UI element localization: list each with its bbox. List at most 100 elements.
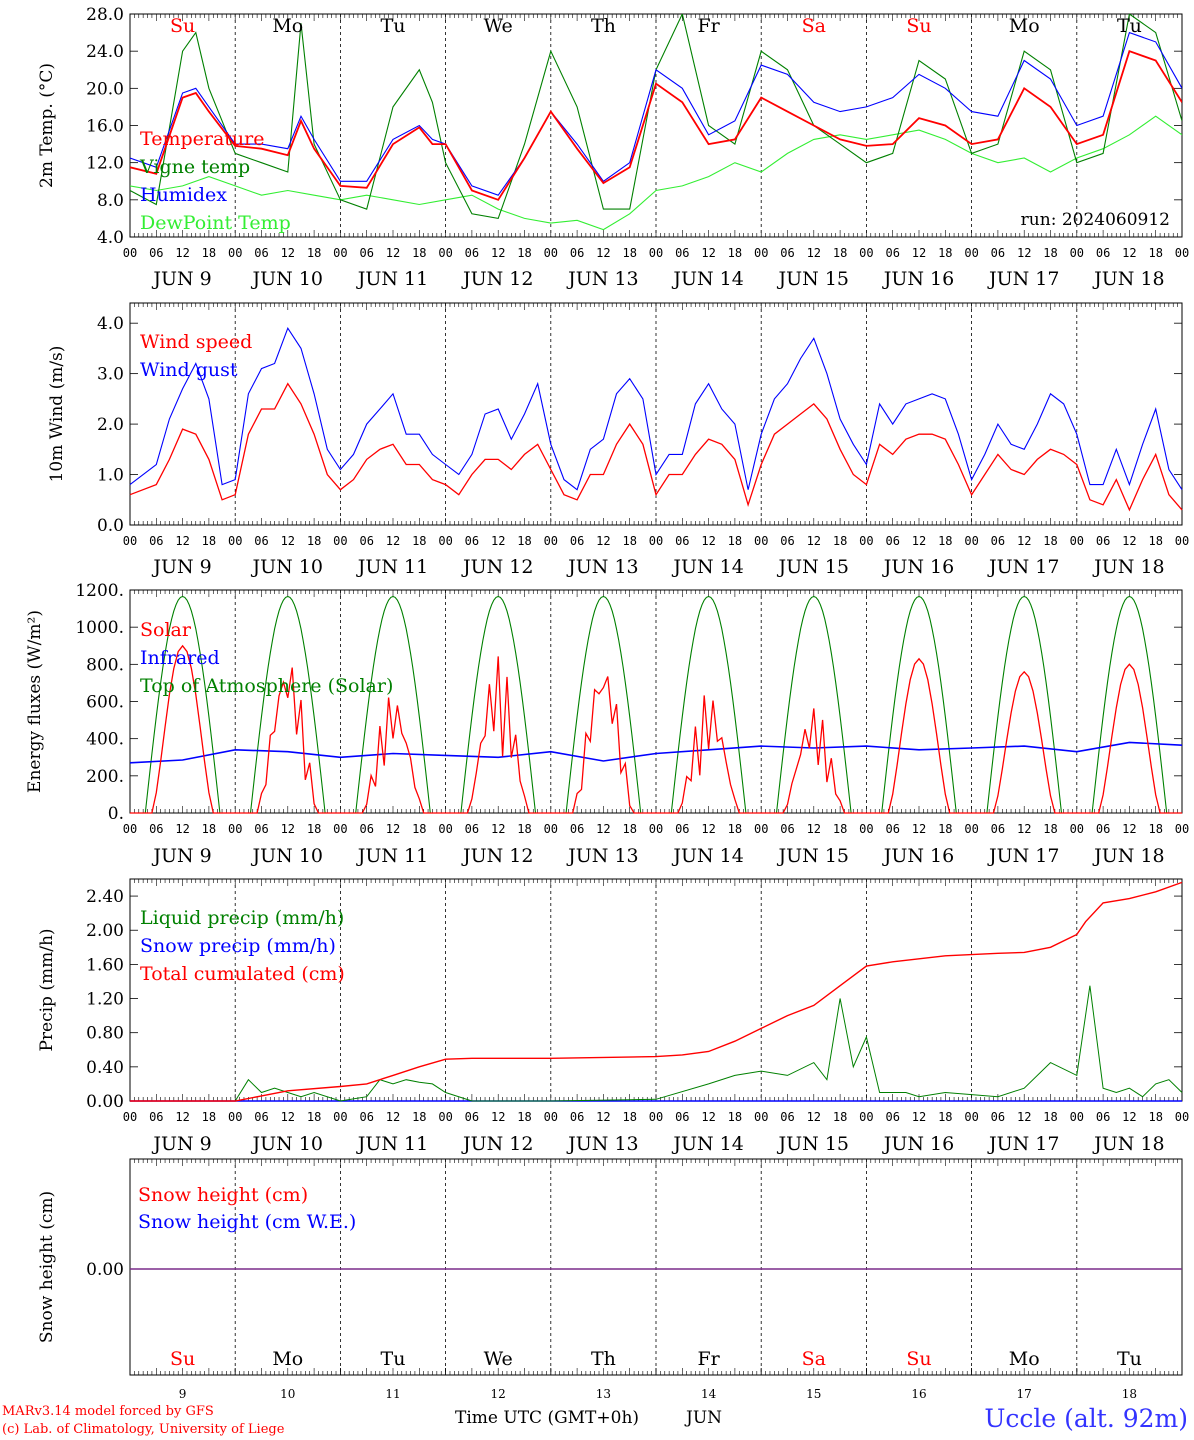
hour-tick-label: 00	[1175, 822, 1189, 836]
day-number-label: 17	[1017, 1387, 1032, 1401]
hour-tick-label: 00	[859, 822, 873, 836]
hour-tick-label: 06	[675, 246, 689, 260]
legend-entry: Total cumulated (cm)	[140, 963, 345, 985]
credit-line-1: MARv3.14 model forced by GFS	[2, 1404, 214, 1419]
legend-entry: DewPoint Temp	[140, 212, 291, 234]
y-axis-label: Precip (mm/h)	[37, 928, 57, 1051]
hour-tick-label: 18	[517, 246, 531, 260]
date-label: JUN 9	[151, 268, 211, 290]
hour-tick-label: 18	[938, 1110, 952, 1124]
hour-tick-label: 12	[1122, 534, 1136, 548]
hour-tick-label: 06	[675, 1110, 689, 1124]
hour-tick-label: 18	[307, 534, 321, 548]
weekday-label: Th	[591, 15, 616, 37]
hour-tick-label: 00	[1175, 534, 1189, 548]
hour-tick-label: 18	[938, 246, 952, 260]
day-number-label: 9	[179, 1387, 187, 1401]
hour-tick-label: 12	[281, 822, 295, 836]
day-number-label: 12	[491, 1387, 506, 1401]
date-label: JUN 18	[1092, 1133, 1164, 1155]
hour-tick-label: 06	[1096, 246, 1110, 260]
hour-tick-label: 06	[465, 534, 479, 548]
hour-tick-label: 00	[1070, 1110, 1084, 1124]
legend-entry: Vigne temp	[139, 156, 250, 178]
date-label: JUN 15	[777, 268, 849, 290]
date-label: JUN 9	[151, 845, 211, 867]
y-tick-label: 1.20	[86, 990, 124, 1010]
hour-tick-label: 18	[307, 246, 321, 260]
hour-tick-label: 06	[570, 534, 584, 548]
series-line-solar	[130, 644, 1182, 814]
hour-tick-label: 00	[1175, 1110, 1189, 1124]
hour-tick-label: 12	[807, 1110, 821, 1124]
hour-tick-label: 00	[964, 1110, 978, 1124]
hour-tick-label: 18	[833, 246, 847, 260]
hour-tick-label: 12	[386, 534, 400, 548]
day-number-label: 10	[280, 1387, 295, 1401]
y-tick-label: 0.0	[97, 516, 124, 536]
hour-tick-label: 00	[438, 1110, 452, 1124]
series-line-temperature	[130, 50, 1182, 201]
hour-tick-label: 00	[438, 822, 452, 836]
hour-tick-label: 06	[885, 1110, 899, 1124]
series-line-infrared	[129, 741, 1183, 764]
date-label: JUN 10	[251, 845, 323, 867]
series-line-dewpoint-temp	[130, 115, 1182, 231]
weekday-label: Tu	[1117, 1348, 1142, 1370]
y-tick-label: 0.	[108, 804, 124, 824]
legend-entry: Snow precip (mm/h)	[140, 935, 336, 957]
hour-tick-label: 06	[675, 822, 689, 836]
weekday-label: Su	[170, 15, 195, 37]
hour-tick-label: 06	[149, 822, 163, 836]
hour-tick-label: 12	[912, 1110, 926, 1124]
date-label: JUN 16	[882, 556, 954, 578]
hour-tick-label: 00	[123, 534, 137, 548]
hour-tick-label: 00	[649, 1110, 663, 1124]
weekday-label: Sa	[802, 1348, 826, 1370]
hour-tick-label: 18	[622, 534, 636, 548]
date-label: JUN 14	[671, 1133, 743, 1155]
weekday-label: Tu	[381, 1348, 406, 1370]
y-tick-label: 2.40	[86, 887, 124, 907]
hour-tick-label: 12	[701, 246, 715, 260]
weekday-label: Mo	[272, 1348, 303, 1370]
weekday-label: Mo	[1009, 1348, 1040, 1370]
hour-tick-label: 06	[780, 246, 794, 260]
date-label: JUN 11	[356, 268, 428, 290]
hour-tick-label: 06	[254, 246, 268, 260]
day-number-label: 11	[385, 1387, 400, 1401]
hour-tick-label: 00	[754, 822, 768, 836]
hour-tick-label: 12	[175, 822, 189, 836]
hour-tick-label: 06	[359, 246, 373, 260]
hour-tick-label: 00	[544, 1110, 558, 1124]
y-tick-label: 4.0	[97, 314, 124, 334]
hour-tick-label: 12	[701, 822, 715, 836]
y-tick-label: 4.0	[97, 228, 124, 248]
hour-tick-label: 06	[570, 822, 584, 836]
hour-tick-label: 18	[938, 822, 952, 836]
legend-entry: Temperature	[140, 128, 264, 150]
hour-tick-label: 06	[465, 1110, 479, 1124]
hour-tick-label: 12	[491, 534, 505, 548]
hour-tick-label: 18	[1148, 1110, 1162, 1124]
hour-tick-label: 12	[1017, 822, 1031, 836]
hour-tick-label: 12	[281, 534, 295, 548]
hour-tick-label: 18	[202, 822, 216, 836]
hour-tick-label: 06	[991, 534, 1005, 548]
hour-tick-label: 00	[333, 822, 347, 836]
y-tick-label: 0.40	[86, 1058, 124, 1078]
hour-tick-label: 12	[701, 534, 715, 548]
y-tick-label: 2.00	[86, 921, 124, 941]
hour-tick-label: 12	[807, 534, 821, 548]
date-label: JUN 18	[1092, 556, 1164, 578]
hour-tick-label: 12	[1122, 246, 1136, 260]
hour-tick-label: 12	[912, 246, 926, 260]
hour-tick-label: 00	[859, 534, 873, 548]
hour-tick-label: 12	[912, 534, 926, 548]
weekday-label: Tu	[381, 15, 406, 37]
series-line-humidex	[130, 31, 1182, 196]
hour-tick-label: 18	[1043, 1110, 1057, 1124]
hour-tick-label: 18	[1043, 822, 1057, 836]
hour-tick-label: 00	[228, 822, 242, 836]
hour-tick-label: 12	[386, 1110, 400, 1124]
